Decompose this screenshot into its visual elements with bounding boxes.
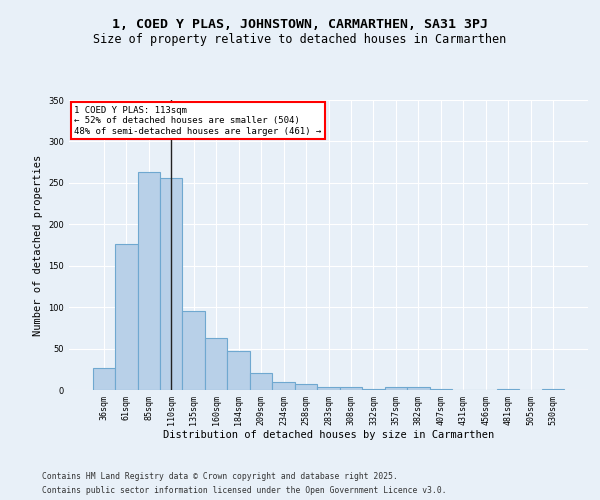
Text: 1 COED Y PLAS: 113sqm
← 52% of detached houses are smaller (504)
48% of semi-det: 1 COED Y PLAS: 113sqm ← 52% of detached … <box>74 106 322 136</box>
Bar <box>160 178 182 390</box>
Text: Size of property relative to detached houses in Carmarthen: Size of property relative to detached ho… <box>94 32 506 46</box>
Bar <box>137 172 160 390</box>
Bar <box>205 338 227 390</box>
Bar <box>272 382 295 390</box>
Bar <box>407 386 430 390</box>
Bar <box>497 389 520 390</box>
Bar <box>182 312 205 390</box>
Bar <box>227 351 250 390</box>
Y-axis label: Number of detached properties: Number of detached properties <box>33 154 43 336</box>
Bar <box>430 389 452 390</box>
Text: Contains public sector information licensed under the Open Government Licence v3: Contains public sector information licen… <box>42 486 446 495</box>
Bar <box>385 386 407 390</box>
Bar <box>92 368 115 390</box>
Text: 1, COED Y PLAS, JOHNSTOWN, CARMARTHEN, SA31 3PJ: 1, COED Y PLAS, JOHNSTOWN, CARMARTHEN, S… <box>112 18 488 30</box>
Bar <box>115 244 137 390</box>
Bar <box>317 386 340 390</box>
Bar <box>295 384 317 390</box>
Bar <box>250 374 272 390</box>
Bar <box>340 386 362 390</box>
X-axis label: Distribution of detached houses by size in Carmarthen: Distribution of detached houses by size … <box>163 430 494 440</box>
Text: Contains HM Land Registry data © Crown copyright and database right 2025.: Contains HM Land Registry data © Crown c… <box>42 472 398 481</box>
Bar <box>542 389 565 390</box>
Bar <box>362 389 385 390</box>
